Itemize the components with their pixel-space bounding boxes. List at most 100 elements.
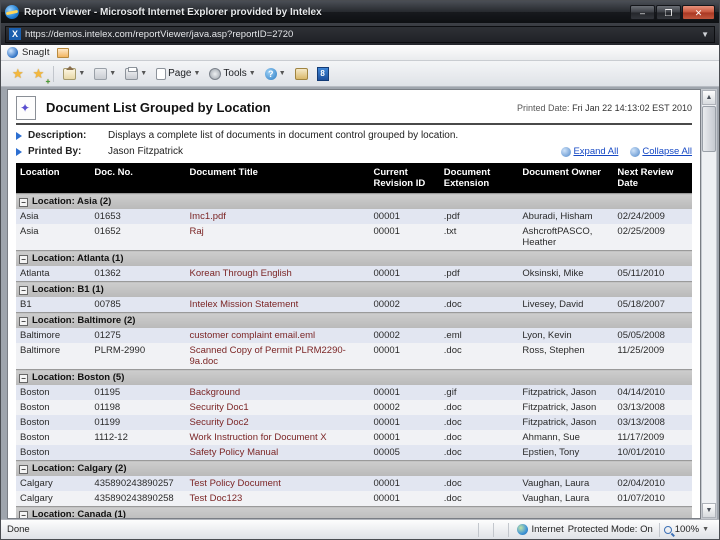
- table-cell: 00001: [369, 415, 440, 430]
- home-button[interactable]: ▼: [60, 65, 88, 82]
- url-dropdown-icon[interactable]: ▼: [701, 29, 709, 39]
- document-title-link[interactable]: Intelex Mission Statement: [185, 297, 370, 313]
- vertical-scrollbar[interactable]: ▲ ▼: [701, 89, 717, 519]
- minimize-button[interactable]: –: [630, 4, 655, 20]
- group-label: Location: Baltimore (2): [32, 315, 136, 326]
- report-header: Document List Grouped by Location Printe…: [16, 96, 692, 125]
- group-header-row[interactable]: − Location: Canada (1): [16, 506, 692, 518]
- table-cell: 00001: [369, 491, 440, 507]
- document-title-link[interactable]: Scanned Copy of Permit PLRM2290-9a.doc: [185, 343, 370, 370]
- scrollbar-thumb[interactable]: [702, 106, 716, 152]
- collapse-all-link[interactable]: Collapse All: [630, 146, 692, 157]
- document-title-link[interactable]: customer complaint email.eml: [185, 328, 370, 343]
- table-cell: Aburadi, Hisham: [518, 209, 614, 224]
- group-label: Location: B1 (1): [32, 284, 104, 295]
- group-header-row[interactable]: − Location: Calgary (2): [16, 460, 692, 476]
- table-cell: Boston: [16, 445, 91, 461]
- description-value: Displays a complete list of documents in…: [108, 130, 459, 141]
- group-header-row[interactable]: − Location: Boston (5): [16, 369, 692, 385]
- table-cell: 01362: [90, 266, 186, 282]
- table-cell: 1112-12: [90, 430, 186, 445]
- table-cell: .doc: [439, 430, 519, 445]
- table-row: Atlanta 01362 Korean Through English 00001.…: [16, 266, 692, 282]
- add-favorite-icon[interactable]: ★ +: [32, 65, 51, 86]
- collapse-icon[interactable]: −: [19, 465, 28, 474]
- address-bar: X https://demos.intelex.com/reportViewer…: [1, 23, 719, 45]
- table-cell: 00002: [369, 328, 440, 343]
- table-cell: Boston: [16, 400, 91, 415]
- table-cell: .doc: [439, 343, 519, 370]
- favorites-star-icon[interactable]: ★: [12, 65, 24, 81]
- group-header-row[interactable]: − Location: Atlanta (1): [16, 250, 692, 266]
- close-button[interactable]: ✕: [682, 4, 715, 20]
- document-title-link[interactable]: Korean Through English: [185, 266, 370, 282]
- feeds-button[interactable]: ▼: [91, 66, 119, 82]
- expand-all-link[interactable]: Expand All: [561, 146, 618, 157]
- help-menu-button[interactable]: ? ▼: [262, 66, 289, 82]
- table-row: B1 00785 Intelex Mission Statement 00002 .do…: [16, 297, 692, 313]
- document-title-link[interactable]: Safety Policy Manual: [185, 445, 370, 461]
- table-cell: Ross, Stephen: [518, 343, 614, 370]
- table-cell: 00001: [369, 266, 440, 282]
- tools-menu-label: Tools: [223, 68, 247, 79]
- maximize-button[interactable]: ❐: [656, 4, 681, 20]
- url-input[interactable]: X https://demos.intelex.com/reportViewer…: [5, 25, 715, 43]
- collapse-icon[interactable]: −: [19, 255, 28, 264]
- research-button[interactable]: [292, 66, 311, 82]
- collapse-icon[interactable]: −: [19, 317, 28, 326]
- document-title-link[interactable]: Test Policy Document: [185, 476, 370, 491]
- report-title: Document List Grouped by Location: [46, 100, 271, 115]
- table-cell: Atlanta: [16, 266, 91, 282]
- table-row: Boston 01198 Security Doc1 00002 .doc Fitzpat…: [16, 400, 692, 415]
- document-title-link[interactable]: Security Doc1: [185, 400, 370, 415]
- report-document-icon: [16, 96, 36, 120]
- tools-menu-button[interactable]: Tools ▼: [206, 66, 258, 82]
- zoom-control[interactable]: 100% ▼: [658, 522, 713, 537]
- snagit-icon: [7, 47, 18, 58]
- status-bar: Done Internet Protected Mode: On 100% ▼: [1, 519, 719, 539]
- document-title-link[interactable]: Raj: [185, 224, 370, 251]
- document-title-link[interactable]: Background: [185, 385, 370, 400]
- column-header: Document Title: [185, 163, 370, 194]
- printed-by-row: Printed By: Jason Fitzpatrick Expand All…: [16, 146, 692, 157]
- messenger-button[interactable]: 8: [314, 65, 332, 83]
- snagit-toolbar: SnagIt: [1, 45, 719, 61]
- document-title-link[interactable]: Work Instruction for Document X: [185, 430, 370, 445]
- print-button[interactable]: ▼: [122, 66, 150, 82]
- help-icon: ?: [264, 67, 277, 80]
- document-title-link[interactable]: Security Doc2: [185, 415, 370, 430]
- page-menu-button[interactable]: Page ▼: [153, 66, 203, 82]
- page-icon: [156, 67, 167, 80]
- table-cell: 00002: [369, 400, 440, 415]
- table-row: Asia 01652 Raj 00001 .txt AshcroftPASCO, Heat…: [16, 224, 692, 251]
- table-row: Boston 01199 Security Doc2 00001 .doc Fitzpat…: [16, 415, 692, 430]
- protected-mode-label: Protected Mode: On: [567, 524, 653, 535]
- collapse-icon[interactable]: −: [19, 511, 28, 518]
- table-cell: 10/01/2010: [613, 445, 692, 461]
- scroll-down-icon[interactable]: ▼: [702, 503, 716, 518]
- table-cell: .doc: [439, 491, 519, 507]
- collapse-icon[interactable]: −: [19, 286, 28, 295]
- table-cell: 435890243890257: [90, 476, 186, 491]
- snagit-capture-button[interactable]: [57, 47, 70, 58]
- document-title-link[interactable]: Test Doc123: [185, 491, 370, 507]
- group-header-row[interactable]: − Location: Baltimore (2): [16, 312, 692, 328]
- table-cell: .pdf: [439, 209, 519, 224]
- table-row: Boston 01195 Background 00001 .gif Fitzpatric…: [16, 385, 692, 400]
- group-label: Location: Calgary (2): [32, 463, 127, 474]
- table-cell: 11/25/2009: [613, 343, 692, 370]
- collapse-icon[interactable]: −: [19, 198, 28, 207]
- zoom-dropdown-icon[interactable]: ▼: [702, 526, 709, 533]
- document-title-link[interactable]: Imc1.pdf: [185, 209, 370, 224]
- scroll-up-icon[interactable]: ▲: [702, 90, 716, 105]
- collapse-icon[interactable]: −: [19, 374, 28, 383]
- content-area: Document List Grouped by Location Printe…: [1, 87, 719, 519]
- group-header-row[interactable]: − Location: B1 (1): [16, 281, 692, 297]
- table-cell: 04/14/2010: [613, 385, 692, 400]
- printer-icon: [125, 66, 139, 80]
- printed-by-value: Jason Fitzpatrick: [108, 146, 184, 157]
- group-header-row[interactable]: − Location: Asia (2): [16, 193, 692, 209]
- table-cell: Oksinski, Mike: [518, 266, 614, 282]
- table-cell: 02/25/2009: [613, 224, 692, 251]
- table-cell: 01195: [90, 385, 186, 400]
